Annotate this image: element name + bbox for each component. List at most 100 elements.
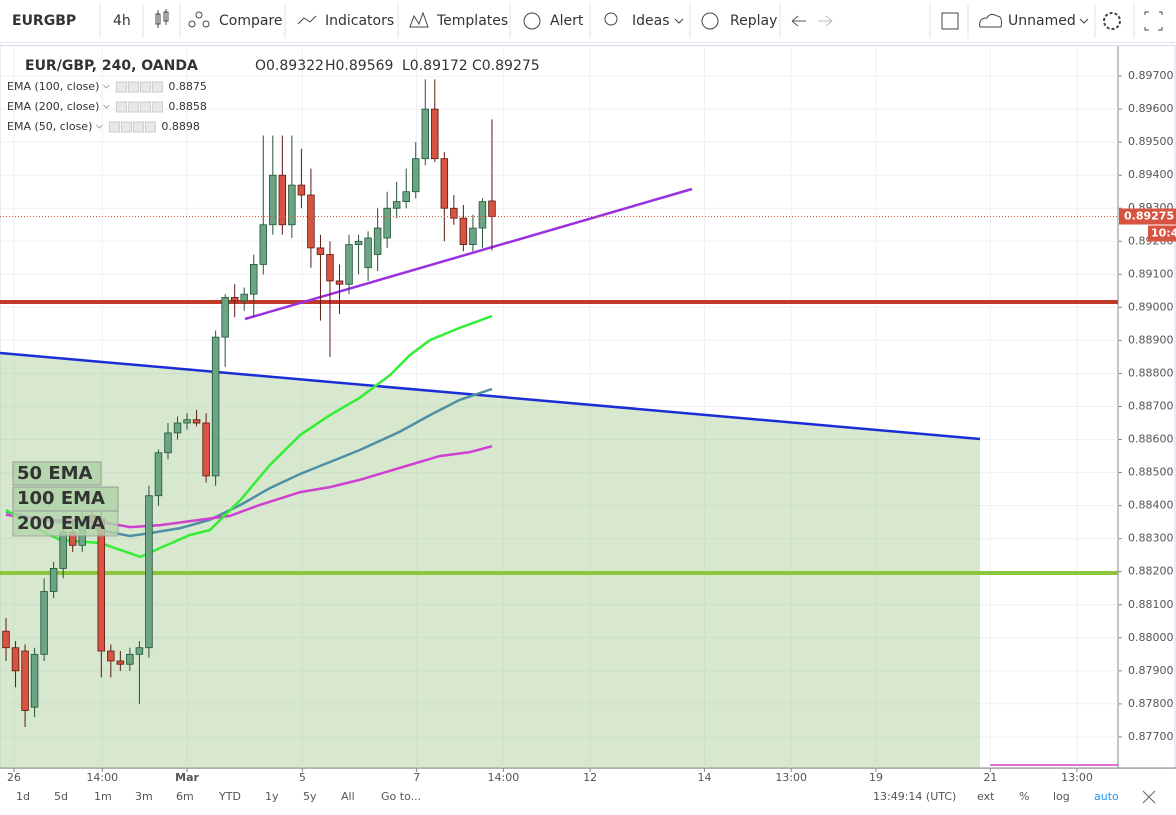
indicator-control[interactable]	[132, 121, 144, 133]
candle-body	[373, 227, 382, 255]
x-tick-label: 19	[869, 771, 883, 784]
cloud-icon[interactable]	[979, 13, 1002, 28]
x-tick-label: 26	[7, 771, 21, 784]
replay-button[interactable]: Replay	[730, 13, 777, 29]
indicator-control[interactable]	[151, 101, 163, 113]
candle	[202, 413, 210, 483]
goto-button[interactable]: Go to...	[381, 790, 421, 803]
indicators-button[interactable]: Indicators	[325, 13, 394, 29]
indicator-control[interactable]	[108, 121, 120, 133]
alert-button[interactable]: Alert	[550, 13, 584, 29]
ideas-caret[interactable]	[674, 18, 684, 24]
candle	[221, 294, 229, 367]
scale-option[interactable]: ext	[977, 790, 995, 803]
candle-body	[192, 419, 201, 424]
candle-body	[335, 280, 344, 285]
candle	[250, 254, 258, 318]
fullscreen-toggle[interactable]	[941, 12, 959, 30]
indicator-control[interactable]	[115, 101, 127, 113]
compare-icon[interactable]	[188, 11, 210, 28]
candle-body	[297, 184, 306, 196]
range-button[interactable]: 3m	[135, 790, 153, 803]
templates-icon[interactable]	[409, 11, 429, 28]
indicators-icon[interactable]	[297, 15, 317, 25]
ideas-button[interactable]: Ideas	[632, 13, 670, 29]
scale-option[interactable]: log	[1053, 790, 1070, 803]
candle-body	[326, 254, 334, 282]
candle-body	[259, 224, 268, 265]
candle-body	[230, 297, 239, 302]
range-button[interactable]: All	[341, 790, 355, 803]
annotation: 200 EMA	[17, 513, 105, 534]
indicator-control[interactable]	[115, 81, 127, 93]
y-tick-label: 0.88300	[1128, 532, 1174, 545]
x-tick-label: 13:00	[775, 771, 807, 784]
annotation: 50 EMA	[17, 463, 93, 484]
price-tag-label: 0.89275	[1124, 210, 1174, 223]
bottom-bar: Go to... 13:49:14 (UTC) 1d 5d 1m 3m 6m YTD 1y 5…	[16, 790, 1156, 804]
compare-button[interactable]: Compare	[219, 13, 283, 29]
indicator-control[interactable]	[144, 121, 156, 133]
candle	[154, 449, 163, 506]
ideas-icon[interactable]	[604, 12, 618, 26]
layout-caret[interactable]	[1079, 18, 1089, 24]
candle-body	[107, 650, 115, 662]
candle	[440, 152, 449, 242]
y-tick-label: 0.89600	[1128, 102, 1174, 115]
range-button[interactable]: YTD	[218, 790, 241, 803]
alert-icon[interactable]	[523, 12, 541, 30]
replay-icon[interactable]	[701, 12, 719, 30]
candle	[459, 204, 468, 252]
legend: EUR/GBP, 240, OANDA O0.89322 H0.89569 L0…	[25, 58, 540, 74]
chart-title[interactable]: EUR/GBP, 240, OANDA	[25, 58, 198, 74]
indicator-name[interactable]: EMA (50, close)	[7, 120, 92, 133]
range-button[interactable]: 5d	[54, 790, 68, 803]
undo-button[interactable]	[791, 15, 806, 27]
y-tick-label: 0.89500	[1128, 135, 1174, 148]
scale-option[interactable]: %	[1019, 790, 1029, 803]
candle-body	[97, 518, 106, 652]
range-button[interactable]: 1m	[94, 790, 112, 803]
indicator-control[interactable]	[127, 81, 139, 93]
redo-button[interactable]	[818, 15, 833, 27]
candle	[326, 241, 334, 357]
candle	[240, 287, 248, 311]
indicator-name[interactable]: EMA (100, close)	[7, 80, 99, 93]
layout-name[interactable]: Unnamed	[1008, 13, 1076, 29]
chart-type-icon[interactable]	[155, 9, 169, 28]
indicator-control[interactable]	[139, 81, 151, 93]
candle-body	[154, 452, 163, 497]
candle	[383, 191, 391, 248]
candle-body	[440, 158, 449, 209]
scale-option[interactable]: auto	[1094, 790, 1119, 803]
range-button[interactable]: 6m	[176, 790, 194, 803]
scale-settings[interactable]	[1142, 790, 1156, 804]
templates-button[interactable]: Templates	[436, 13, 508, 29]
y-tick-label: 0.89400	[1128, 168, 1174, 181]
candle-body	[478, 201, 487, 229]
indicator-control[interactable]	[151, 81, 163, 93]
indicator-name[interactable]: EMA (200, close)	[7, 100, 99, 113]
range-button[interactable]: 1d	[16, 790, 30, 803]
range-button[interactable]: 1y	[265, 790, 279, 803]
y-tick-label: 0.87900	[1128, 664, 1174, 677]
indicator-control[interactable]	[127, 101, 139, 113]
candle-body	[240, 293, 248, 302]
indicator-control[interactable]	[139, 101, 151, 113]
candle	[354, 234, 363, 275]
candle	[211, 330, 220, 486]
candle	[183, 413, 191, 430]
candle	[373, 208, 382, 272]
candle-body	[288, 184, 296, 226]
indicator-control[interactable]	[120, 121, 132, 133]
range-button[interactable]: 5y	[303, 790, 317, 803]
candle-body	[164, 432, 172, 454]
maximize-button[interactable]	[1144, 11, 1163, 31]
settings-button[interactable]	[1103, 12, 1121, 30]
y-tick-label: 0.87700	[1128, 730, 1174, 743]
symbol[interactable]: EURGBP	[12, 13, 76, 29]
countdown-tag	[1148, 225, 1176, 242]
x-tick-label: 21	[983, 771, 997, 784]
interval[interactable]: 4h	[113, 13, 131, 29]
